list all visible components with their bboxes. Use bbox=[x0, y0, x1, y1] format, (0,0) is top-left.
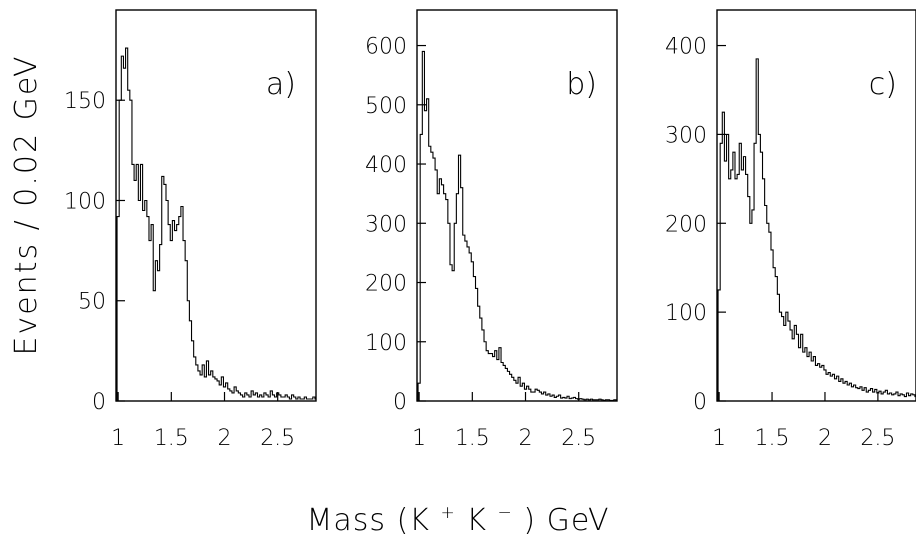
x-axis-label-end: ) GeV bbox=[523, 503, 609, 538]
x-axis-label-sup1: + bbox=[441, 503, 456, 523]
x-tick-label: 1.5 bbox=[755, 426, 790, 451]
y-tick-label: 200 bbox=[665, 212, 707, 237]
x-tick-label: 1.5 bbox=[455, 426, 490, 451]
histogram-series bbox=[417, 50, 617, 401]
x-tick-label: 1 bbox=[111, 426, 125, 451]
y-tick-label: 300 bbox=[365, 212, 407, 237]
y-tick-label: 400 bbox=[365, 153, 407, 178]
panels: 0 50 100 150 1 1.5 2 2.5 a) 0 100 200 300 400 500 600 1 1… bbox=[64, 9, 916, 451]
x-axis-label-mid: K bbox=[466, 503, 487, 538]
x-tick-label: 1 bbox=[712, 426, 726, 451]
x-axis-label-main: Mass (K bbox=[307, 503, 430, 538]
y-tick-label: 400 bbox=[665, 35, 707, 60]
y-tick-label: 100 bbox=[64, 189, 106, 214]
histogram-series bbox=[717, 58, 916, 401]
y-tick-label: 50 bbox=[78, 290, 106, 315]
y-tick-label: 0 bbox=[92, 390, 106, 415]
y-tick-label: 100 bbox=[665, 301, 707, 326]
y-axis-label: Events / 0.02 GeV bbox=[9, 55, 44, 356]
x-tick-label: 2 bbox=[519, 426, 533, 451]
x-axis-label-sup2: − bbox=[498, 503, 513, 523]
y-tick-label: 0 bbox=[693, 390, 707, 415]
x-tick-label: 1 bbox=[412, 426, 426, 451]
x-tick-label: 2 bbox=[818, 426, 832, 451]
panel-label: c) bbox=[869, 67, 897, 102]
plot-frame bbox=[416, 9, 618, 402]
x-tick-label: 2.5 bbox=[561, 426, 596, 451]
y-tick-label: 500 bbox=[365, 94, 407, 119]
y-tick-label: 600 bbox=[365, 35, 407, 60]
panel-a: 0 50 100 150 1 1.5 2 2.5 a) bbox=[64, 9, 317, 451]
plot-frame bbox=[716, 9, 916, 402]
y-tick-label: 300 bbox=[665, 123, 707, 148]
y-tick-label: 150 bbox=[64, 89, 106, 114]
x-tick-label: 2.5 bbox=[260, 426, 295, 451]
y-tick-label: 0 bbox=[393, 390, 407, 415]
y-tick-label: 200 bbox=[365, 272, 407, 297]
x-tick-label: 1.5 bbox=[154, 426, 189, 451]
x-tick-label: 2.5 bbox=[860, 426, 895, 451]
panel-b: 0 100 200 300 400 500 600 1 1.5 2 2.5 b) bbox=[365, 9, 618, 451]
x-axis-label: Mass (K + K − ) GeV bbox=[307, 491, 610, 538]
x-tick-label: 2 bbox=[218, 426, 232, 451]
y-tick-label: 100 bbox=[365, 331, 407, 356]
panel-label: a) bbox=[266, 67, 296, 102]
panel-label: b) bbox=[566, 67, 597, 102]
panel-c: 0 100 200 300 400 1 1.5 2 2.5 c) bbox=[665, 9, 916, 451]
histogram-series bbox=[116, 47, 316, 401]
plot-frame bbox=[115, 9, 317, 402]
